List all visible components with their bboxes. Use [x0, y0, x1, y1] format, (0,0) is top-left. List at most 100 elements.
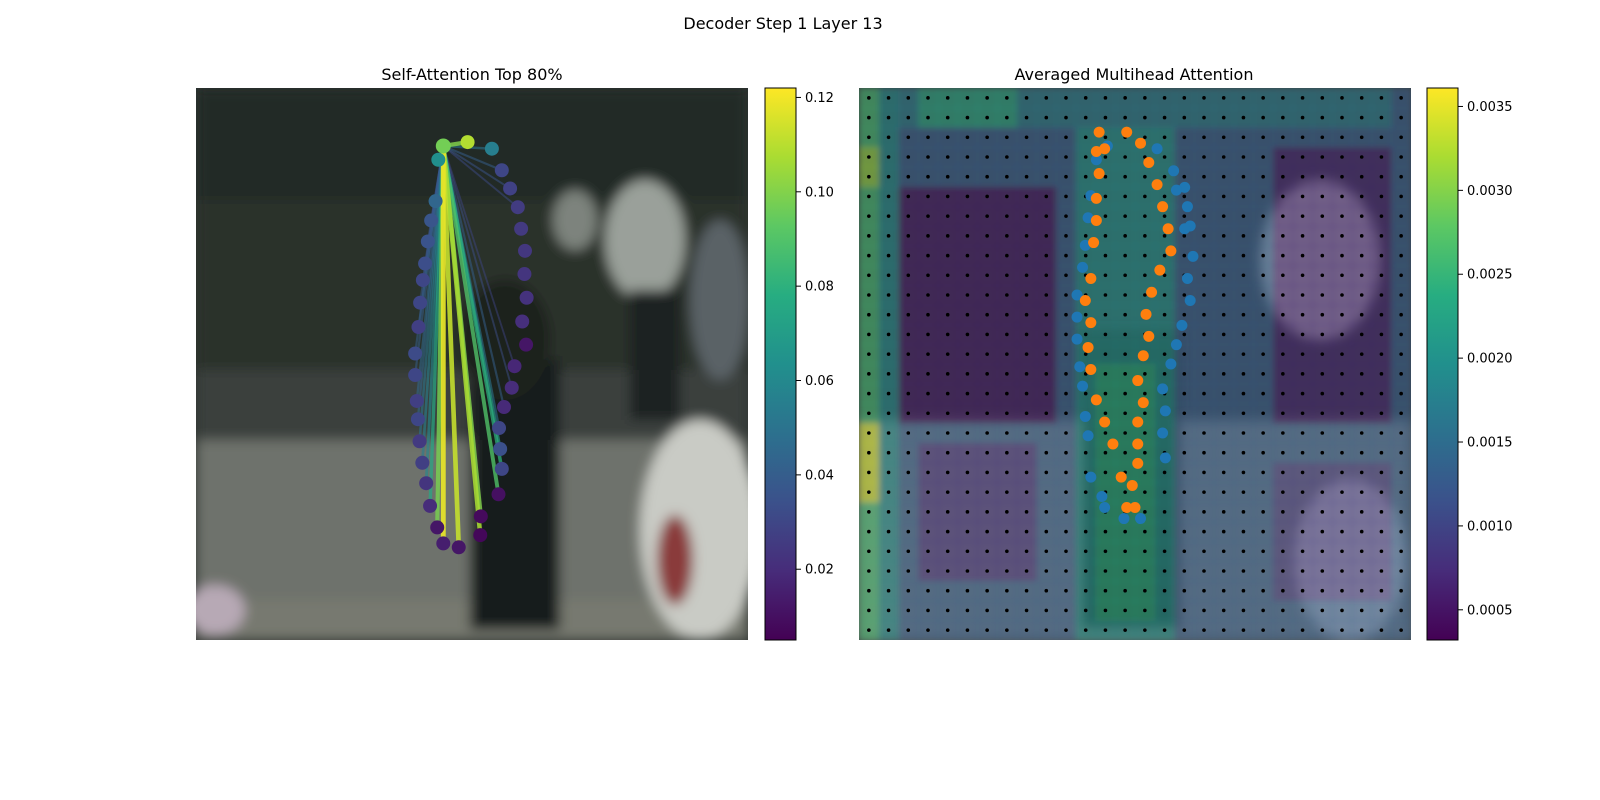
self-attention-colorbar: 0.02 0.04 0.06 0.08 0.10 0.12 [764, 87, 834, 641]
grid-point [1221, 293, 1226, 297]
grid-point [867, 569, 871, 573]
orange-point-18 [1129, 502, 1141, 514]
grid-point [886, 194, 891, 199]
grid-point [1064, 549, 1068, 554]
grid-point [1300, 450, 1305, 455]
attention-line-8 [442, 145, 511, 190]
grid-point [1221, 628, 1226, 632]
grid-point [1103, 234, 1108, 238]
grid-point [1221, 174, 1226, 179]
grid-point [1005, 293, 1009, 297]
grid-point [1024, 431, 1029, 435]
grid-point [1359, 115, 1364, 120]
grid-point [1379, 490, 1384, 494]
grid-point [1221, 135, 1226, 140]
grid-point [1083, 312, 1088, 317]
colorbar-tick-label: 0.02 [805, 563, 834, 578]
grid-point [1281, 372, 1285, 376]
grid-point [1083, 588, 1088, 593]
grid-point [1359, 234, 1364, 238]
grid-point [867, 96, 871, 100]
grid-point [1044, 391, 1049, 396]
grid-point [1083, 490, 1088, 494]
grid-point [1320, 431, 1325, 435]
blue-point-7 [1179, 223, 1191, 235]
contour-point-12 [504, 380, 519, 395]
grid-point [1123, 431, 1127, 435]
grid-point [1281, 214, 1285, 218]
grid-point [1202, 214, 1206, 218]
grid-point [1399, 450, 1403, 455]
grid-point [1005, 470, 1009, 475]
grid-point [1162, 608, 1167, 613]
grid-point [1162, 194, 1167, 199]
grid-point [1241, 450, 1246, 455]
grid-point [1044, 372, 1049, 376]
grid-point [1024, 411, 1029, 416]
grid-point [1162, 510, 1167, 514]
grid-point [1241, 411, 1246, 416]
grid-point [985, 312, 989, 317]
grid-point [1300, 155, 1305, 159]
grid-point [1143, 155, 1147, 159]
grid-point [1182, 155, 1187, 159]
grid-point [886, 450, 891, 455]
grid-point [1320, 155, 1325, 159]
grid-point [906, 115, 911, 120]
grid-point [1320, 174, 1325, 179]
grid-point [867, 588, 871, 593]
grid-point [926, 431, 930, 435]
grid-point [1024, 569, 1029, 573]
grid-point [1103, 450, 1108, 455]
grid-point [1379, 352, 1384, 356]
orange-point-34 [1093, 126, 1105, 138]
grid-point [1320, 608, 1325, 613]
grid-point [1005, 96, 1009, 100]
grid-point [985, 234, 989, 238]
grid-point [1281, 293, 1285, 297]
grid-point [1379, 273, 1384, 278]
grid-point [1261, 569, 1265, 573]
contour-point-29 [408, 368, 423, 383]
grid-point [965, 450, 970, 455]
grid-point [906, 391, 911, 396]
grid-point [985, 529, 989, 534]
grid-point [1024, 194, 1029, 199]
grid-point [1261, 490, 1265, 494]
grid-point [906, 214, 911, 218]
grid-point [1005, 372, 1009, 376]
grid-point [1202, 115, 1206, 120]
grid-point [1261, 273, 1265, 278]
grid-point [1399, 411, 1403, 416]
grid-point [906, 352, 911, 356]
grid-point [1123, 372, 1127, 376]
grid-point [985, 569, 989, 573]
grid-point [1162, 372, 1167, 376]
grid-point [1202, 253, 1206, 258]
grid-point [1005, 155, 1009, 159]
grid-point [1162, 549, 1167, 554]
grid-point [1123, 569, 1127, 573]
grid-point [1300, 293, 1305, 297]
grid-point [926, 372, 930, 376]
grid-point [1202, 470, 1206, 475]
grid-point [1202, 273, 1206, 278]
grid-point [886, 273, 891, 278]
orange-point-4 [1157, 201, 1169, 213]
grid-point [1083, 470, 1088, 475]
grid-point [1182, 174, 1187, 179]
orange-point-2 [1143, 157, 1155, 169]
grid-point [1182, 470, 1187, 475]
grid-point [1024, 372, 1029, 376]
grid-point [965, 214, 970, 218]
grid-point [1005, 628, 1009, 632]
grid-point [906, 490, 911, 494]
orange-point-29 [1088, 237, 1100, 249]
grid-point [985, 352, 989, 356]
attention-line-26 [441, 145, 501, 495]
grid-point [1300, 214, 1305, 218]
grid-point [1182, 608, 1187, 613]
grid-point [886, 96, 891, 100]
grid-point [1221, 273, 1226, 278]
